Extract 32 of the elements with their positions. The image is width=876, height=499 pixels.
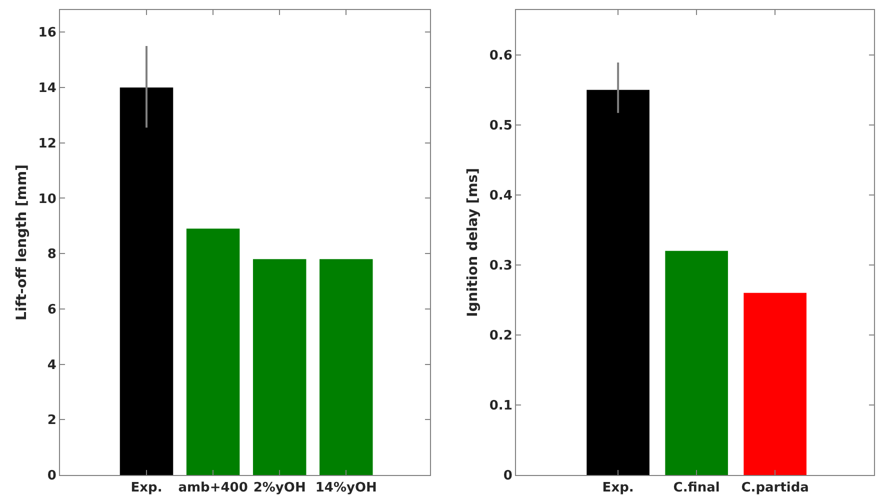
bar xyxy=(320,259,373,475)
y-axis-title: Lift-off length [mm] xyxy=(14,164,30,320)
bar xyxy=(120,88,174,475)
x-tick-label: Exp. xyxy=(130,480,162,496)
x-tick-label: 2%yOH xyxy=(253,480,306,496)
x-tick-label: amb+400 xyxy=(178,480,248,496)
x-tick-label: 14%yOH xyxy=(315,480,377,496)
bar xyxy=(186,228,240,475)
y-tick-label: 12 xyxy=(38,136,56,152)
y-tick-label: 16 xyxy=(38,26,56,41)
y-tick-label: 0.2 xyxy=(489,328,512,344)
y-tick-label: 6 xyxy=(47,302,56,318)
bar xyxy=(744,292,806,475)
bar xyxy=(586,90,650,475)
y-tick-label: 10 xyxy=(38,192,56,207)
y-tick-label: 0.3 xyxy=(489,258,512,274)
y-tick-label: 8 xyxy=(47,247,56,262)
y-tick-label: 0 xyxy=(503,468,512,484)
y-tick-label: 4 xyxy=(47,358,56,373)
y-axis-title: Ignition delay [ms] xyxy=(464,168,481,317)
bar xyxy=(665,250,728,475)
x-tick-label: C.partida xyxy=(741,480,809,496)
bar xyxy=(252,259,306,475)
y-tick-label: 14 xyxy=(38,81,56,96)
y-tick-label: 0.5 xyxy=(489,118,512,134)
y-tick-label: 0 xyxy=(47,468,56,484)
y-tick-label: 0.1 xyxy=(489,398,512,414)
x-tick-label: C.final xyxy=(673,480,720,496)
y-tick-label: 0.4 xyxy=(489,188,512,204)
x-tick-label: Exp. xyxy=(602,480,634,496)
y-tick-label: 0.6 xyxy=(489,48,512,64)
y-tick-label: 2 xyxy=(47,413,56,428)
